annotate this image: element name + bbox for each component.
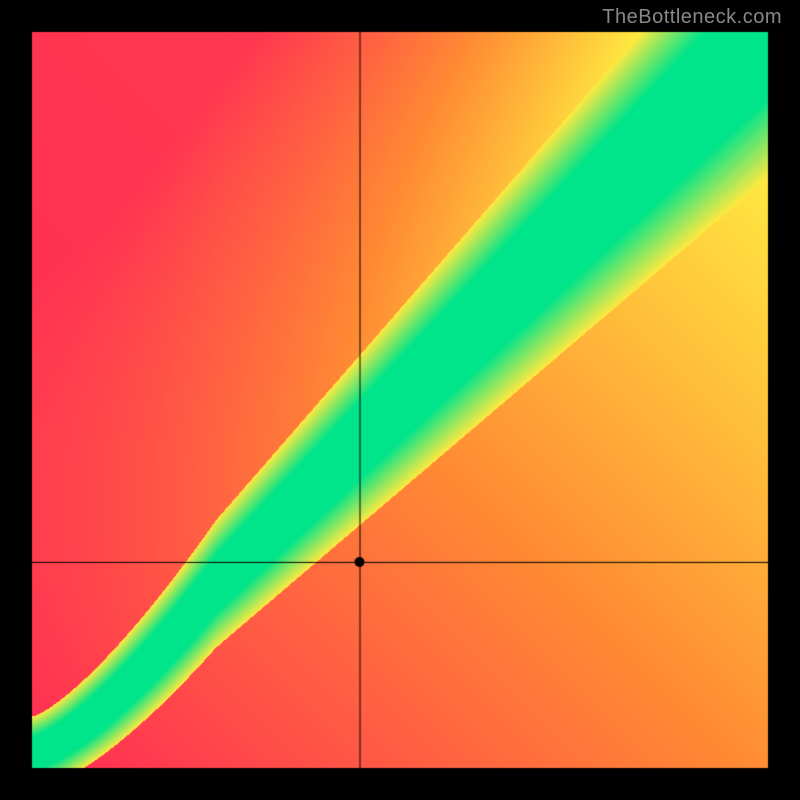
watermark-label: TheBottleneck.com	[602, 6, 782, 29]
chart-container: TheBottleneck.com	[0, 0, 800, 800]
bottleneck-heatmap	[0, 0, 800, 800]
